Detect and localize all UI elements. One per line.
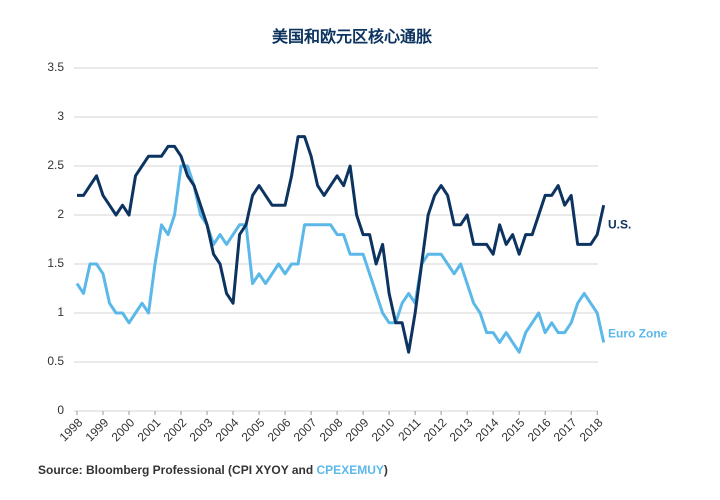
x-tick-label: 2015	[499, 415, 528, 444]
series-line	[77, 135, 606, 354]
x-tick-label: 2012	[421, 415, 450, 444]
source-code: CPEXEMUY	[317, 463, 384, 477]
source-text: )	[384, 463, 388, 477]
x-tick-label: 2008	[317, 415, 346, 444]
x-tick-label: 2013	[447, 415, 476, 444]
x-tick-label: 2000	[109, 415, 138, 444]
source-text: Source: Bloomberg Professional (CPI XYOY…	[38, 463, 317, 477]
x-tick-label: 2006	[265, 415, 294, 444]
y-tick-label: 3	[57, 109, 64, 123]
x-tick-label: 2005	[239, 415, 268, 444]
source-note: Source: Bloomberg Professional (CPI XYOY…	[38, 463, 388, 477]
y-tick-label: 2.5	[47, 158, 64, 172]
x-tick-label: 2002	[161, 415, 190, 444]
y-tick-label: 0	[57, 403, 64, 417]
x-tick-label: 2003	[187, 415, 216, 444]
x-tick-label: 2014	[473, 415, 502, 444]
x-tick-label: 2010	[369, 415, 398, 444]
series-label: Euro Zone	[608, 327, 668, 341]
x-tick-label: 2016	[525, 415, 554, 444]
x-tick-label: 2004	[213, 415, 242, 444]
x-tick-label: 2011	[395, 415, 423, 443]
x-tick-label: 2017	[551, 415, 580, 444]
series-line	[75, 164, 606, 354]
x-tick-label: 1998	[57, 415, 86, 444]
x-tick-label: 2009	[343, 415, 372, 444]
y-tick-label: 0.5	[47, 354, 64, 368]
y-tick-label: 1.5	[47, 256, 64, 270]
y-tick-label: 1	[57, 305, 64, 319]
series-label: U.S.	[608, 217, 631, 231]
chart-title: 美国和欧元区核心通胀	[272, 27, 432, 46]
y-tick-label: 2	[57, 207, 64, 221]
x-tick-label: 1999	[83, 415, 112, 444]
y-tick-label: 3.5	[47, 60, 64, 74]
x-tick-label: 2018	[577, 415, 606, 444]
x-tick-label: 2001	[135, 415, 164, 444]
x-tick-label: 2007	[291, 415, 320, 444]
